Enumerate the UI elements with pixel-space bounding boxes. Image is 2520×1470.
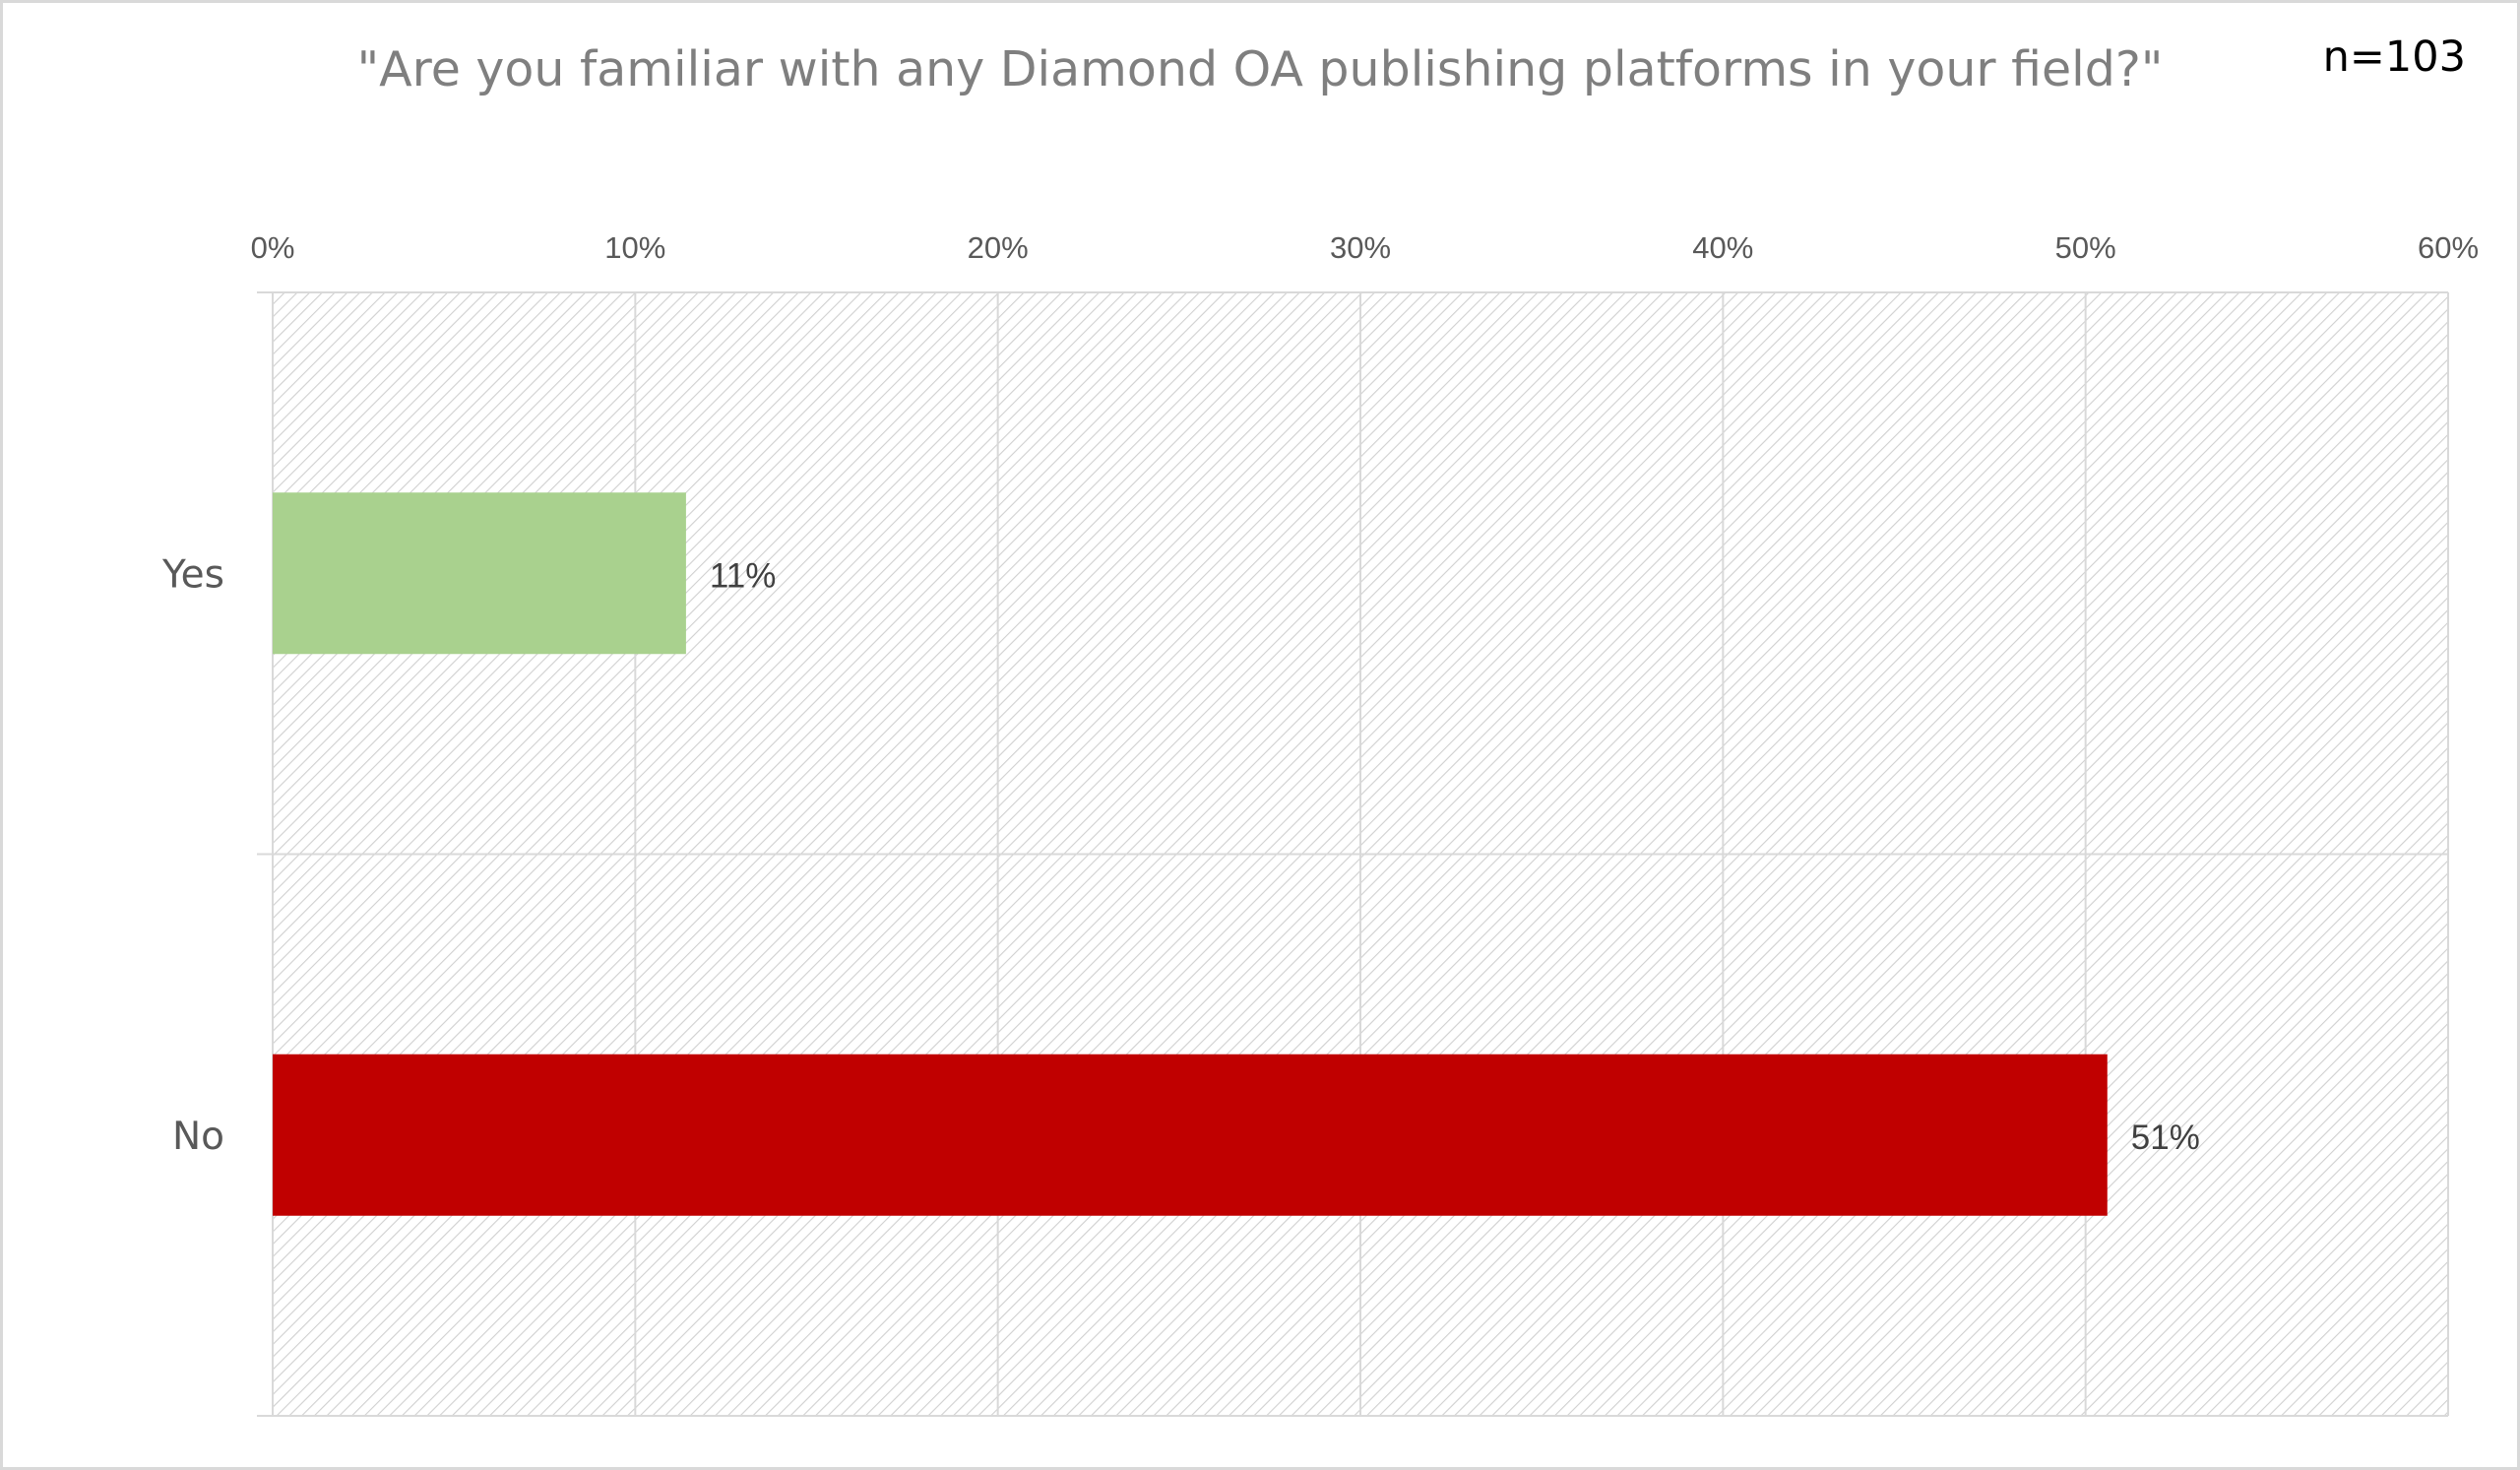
data-label: 11%	[710, 556, 776, 595]
data-labels: 11% 51%	[710, 556, 2200, 1157]
x-tick-label: 40%	[1692, 230, 1753, 265]
x-tick-label: 10%	[604, 230, 665, 265]
x-tick-label: 30%	[1330, 230, 1391, 265]
category-label: No	[172, 1115, 224, 1159]
x-tick-label: 60%	[2418, 230, 2479, 265]
bar-no	[273, 1054, 2108, 1216]
x-tick-label: 0%	[251, 230, 295, 265]
x-axis-ticks: 0% 10% 20% 30% 40% 50% 60%	[251, 230, 2479, 265]
category-label: Yes	[161, 552, 224, 597]
bar-yes	[273, 492, 686, 655]
x-tick-label: 20%	[968, 230, 1029, 265]
chart-title: "Are you familiar with any Diamond OA pu…	[357, 41, 2164, 97]
bars	[273, 492, 2108, 1216]
data-label: 51%	[2131, 1118, 2200, 1157]
gridlines	[257, 291, 2449, 1417]
y-axis-categories: Yes No	[161, 552, 224, 1159]
x-tick-label: 50%	[2055, 230, 2116, 265]
sample-size-label: n=103	[2323, 32, 2466, 82]
